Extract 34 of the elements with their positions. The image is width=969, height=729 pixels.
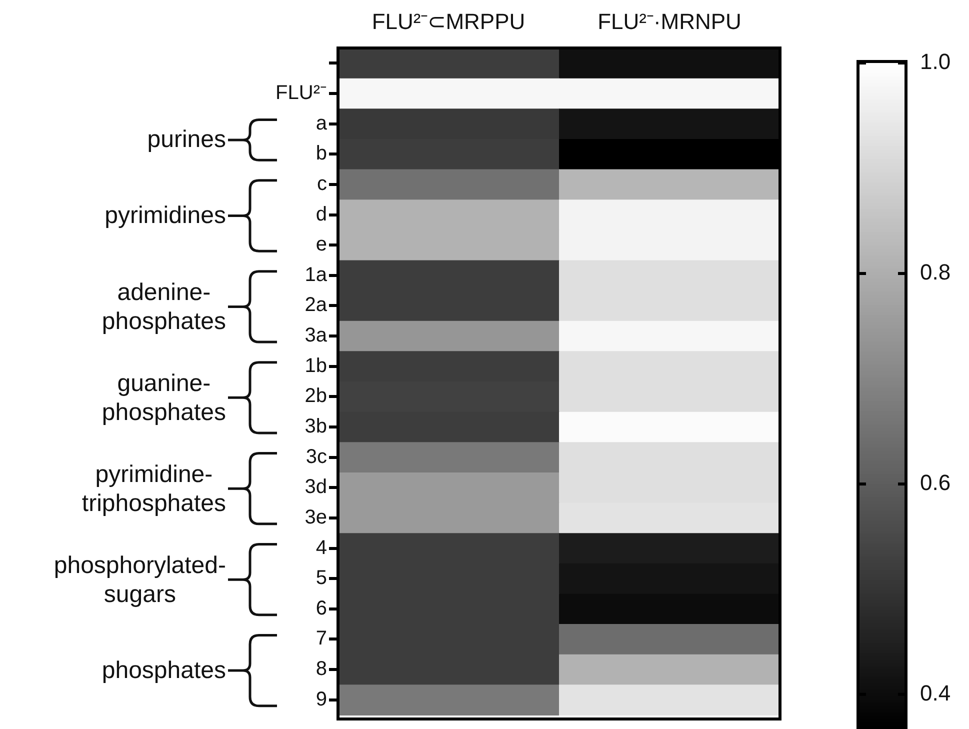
y-tick-label: 1a [304,264,328,286]
y-tick-label: 3b [304,415,327,438]
text: pyrimidine-triphosphates [82,460,226,518]
color-bar-label: 1.0 [920,49,951,74]
text: pyrimidines [104,201,226,230]
text: adenine-phosphates [102,278,226,336]
color-bar-label: 0.6 [920,470,951,496]
color-bar-label: 0.4 [920,680,951,706]
y-tick-label: d [316,203,327,226]
text: purines [147,125,226,154]
y-tick-label: 5 [316,567,327,590]
y-tick-label: e [316,234,327,256]
y-tick-label: b [316,142,327,165]
y-tick-label: a [316,112,328,134]
text: phosphates [102,656,226,686]
y-tick-label: 2b [304,385,327,408]
text: guanine-phosphates [102,368,226,427]
y-tick-label: 9 [316,688,327,710]
y-tick-label: 3e [304,506,327,528]
y-tick-label: FLU²⁻ [276,82,327,104]
y-tick-label: 8 [316,658,327,680]
y-tick-label: 3a [304,324,328,347]
y-tick-label: 1b [304,354,327,377]
y-tick-label: 3c [306,446,327,468]
y-tick-label: 4 [316,536,327,559]
text: phosphorylated-sugars [54,550,226,609]
color-bar-label: 0.8 [920,260,951,285]
y-tick-label: 2a [304,294,328,316]
y-tick-label: 3d [304,476,327,498]
x-tick-label: FLU²⁻⊂MRPPU [372,8,526,34]
y-tick-label: c [317,172,327,195]
y-tick-label: 7 [316,628,327,650]
x-tick-label: FLU²⁻·MRNPU [598,8,742,34]
y-tick-label: 6 [316,597,327,620]
